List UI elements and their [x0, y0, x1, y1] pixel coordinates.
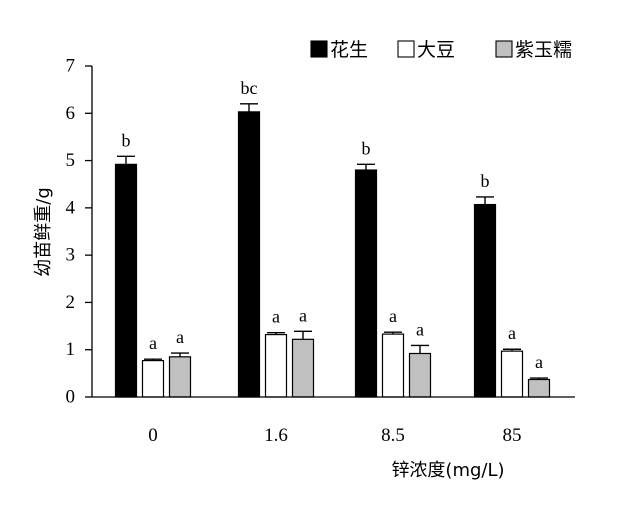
sig-label-2-2: a: [416, 319, 424, 339]
bar-2-2: [408, 352, 432, 398]
sig-label-1-3: a: [508, 323, 516, 343]
legend-label-1: 大豆: [417, 39, 455, 61]
x-tick-label-2: 8.5: [381, 425, 405, 446]
x-ticks-layer: 0 1.6 8.5 85: [148, 425, 521, 446]
bar-0-1: [237, 111, 261, 398]
legend-label-2: 紫玉糯: [515, 39, 572, 61]
bar-2-3: [527, 378, 551, 398]
sig-label-2-1: a: [299, 305, 307, 325]
sig-label-0-0: b: [122, 130, 131, 150]
legend: 花生 大豆 紫玉糯: [310, 39, 572, 61]
legend-swatch-0: [310, 40, 328, 58]
legend-swatch-1: [397, 40, 415, 58]
y-ticks-layer: 0 1 2 3 4 5 6 7: [66, 56, 92, 408]
legend-swatch-2: [495, 40, 513, 58]
sig-label-0-1: bc: [241, 78, 258, 98]
sig-label-0-3: b: [481, 171, 490, 191]
bar-0-3: [473, 203, 497, 398]
x-tick-label-1: 1.6: [264, 425, 288, 446]
bar-2-0: [168, 356, 192, 398]
y-tick-label-2: 2: [66, 292, 76, 313]
x-tick-label-3: 85: [503, 425, 522, 446]
sig-label-0-2: b: [362, 138, 371, 158]
sig-label-2-0: a: [176, 327, 184, 347]
y-tick-label-0: 0: [66, 387, 76, 408]
bar-1-2: [381, 333, 405, 398]
bar-1-0: [141, 359, 165, 398]
y-tick-label-5: 5: [66, 150, 76, 171]
error-bars-layer: [117, 103, 548, 380]
bar-1-1: [264, 333, 288, 398]
y-tick-label-1: 1: [66, 339, 76, 360]
sig-label-1-1: a: [272, 307, 280, 327]
bar-0-2: [354, 169, 378, 398]
x-axis-title: 锌浓度(mg/L): [391, 460, 504, 481]
y-axis-title: 幼苗鲜重/g: [33, 187, 54, 277]
sig-label-1-2: a: [389, 306, 397, 326]
bar-0-0: [114, 163, 138, 398]
legend-label-0: 花生: [330, 39, 368, 61]
bar-2-1: [291, 338, 315, 398]
axes-layer: [91, 66, 575, 398]
y-tick-label-7: 7: [66, 56, 76, 77]
y-tick-label-6: 6: [66, 103, 76, 124]
y-tick-label-3: 3: [66, 245, 76, 266]
y-tick-label-4: 4: [66, 197, 76, 218]
x-tick-label-0: 0: [148, 425, 158, 446]
sig-label-2-3: a: [535, 352, 543, 372]
bar-1-3: [500, 350, 524, 398]
sig-label-1-0: a: [149, 333, 157, 353]
bars-layer: [114, 111, 551, 398]
